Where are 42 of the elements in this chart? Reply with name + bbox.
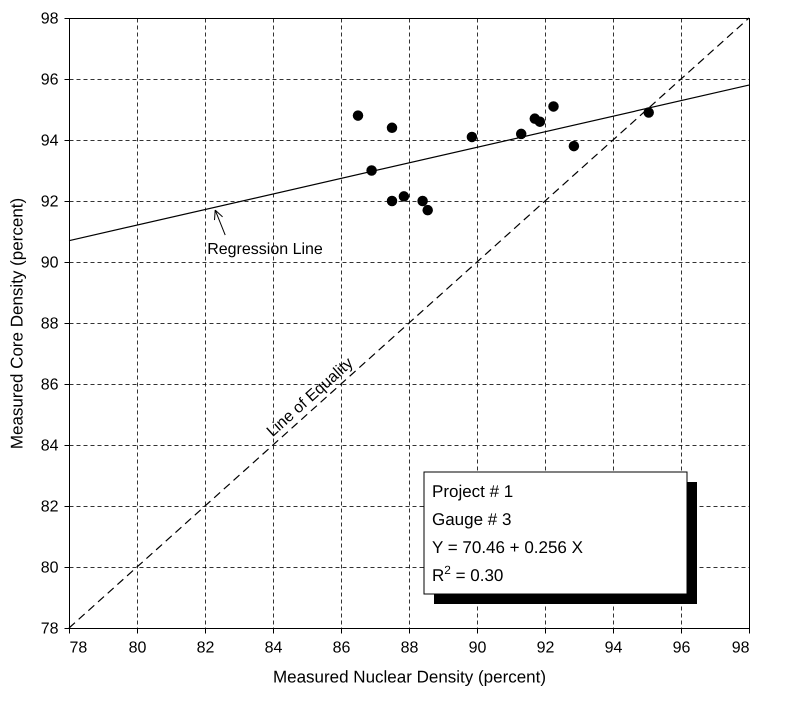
y-tick-label: 94 bbox=[40, 132, 59, 150]
y-tick-label: 98 bbox=[40, 10, 59, 28]
y-tick-label: 92 bbox=[40, 194, 59, 210]
y-tick-label: 96 bbox=[40, 72, 59, 88]
x-tick-label: 82 bbox=[196, 640, 214, 656]
y-axis-title: Measured Core Density (percent) bbox=[8, 198, 27, 450]
x-tick-label: 84 bbox=[264, 640, 282, 656]
point bbox=[516, 128, 526, 140]
x-tick-label: 94 bbox=[604, 640, 622, 656]
point bbox=[643, 107, 654, 118]
annotation: Y = 70.46 + 0.256 X bbox=[432, 538, 583, 557]
x-tick-label: 98 bbox=[732, 640, 750, 656]
point bbox=[466, 132, 478, 142]
y-tick-label: 84 bbox=[40, 438, 59, 454]
x-tick-label: 92 bbox=[536, 640, 554, 656]
annotation: R$^{2}$ = 0.30 bbox=[432, 563, 504, 585]
annotation: Regression Line bbox=[207, 241, 323, 258]
x-tick-label: 90 bbox=[468, 640, 486, 656]
y-tick-label: 78 bbox=[40, 620, 59, 638]
x-tick-label: 96 bbox=[672, 640, 690, 656]
x-tick-label: 86 bbox=[332, 640, 350, 656]
y-tick-label: 90 bbox=[40, 254, 59, 272]
point bbox=[352, 110, 364, 121]
point bbox=[366, 165, 377, 176]
y-tick-label: 82 bbox=[40, 498, 59, 516]
y-tick-label: 80 bbox=[40, 560, 59, 576]
y-tick-label: 88 bbox=[40, 316, 59, 332]
x-axis-title: Measured Nuclear Density (percent) bbox=[272, 668, 546, 686]
point bbox=[417, 196, 428, 206]
point bbox=[386, 196, 398, 206]
point bbox=[548, 101, 559, 112]
y-tick-label: 86 bbox=[40, 376, 59, 394]
point bbox=[386, 122, 398, 134]
annotation: Project # 1 bbox=[432, 482, 514, 501]
x-tick-label: 80 bbox=[128, 640, 146, 656]
point bbox=[398, 191, 410, 202]
x-tick-label: 78 bbox=[70, 640, 88, 656]
point bbox=[534, 116, 546, 127]
point bbox=[568, 140, 580, 152]
point bbox=[422, 204, 433, 216]
annotation: Gauge # 3 bbox=[432, 510, 512, 529]
x-tick-label: 88 bbox=[400, 640, 418, 656]
